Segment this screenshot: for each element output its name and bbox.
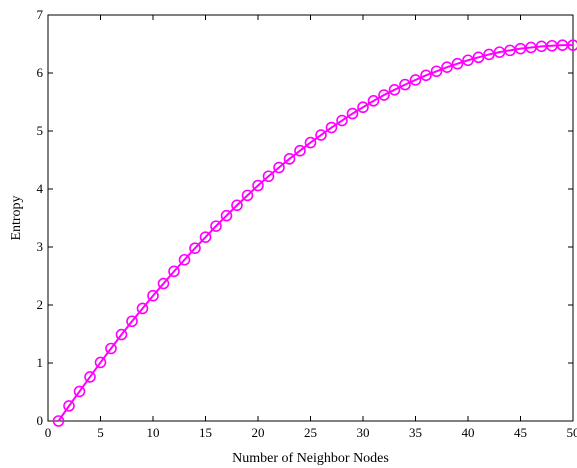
data-point-marker <box>388 84 401 96</box>
data-point-marker <box>315 129 327 141</box>
data-point-marker <box>399 78 411 91</box>
data-point-marker <box>283 153 296 165</box>
series-layer <box>52 39 577 427</box>
y-tick-label: 2 <box>37 297 44 312</box>
data-point-marker <box>472 51 485 64</box>
data-point-marker <box>231 199 243 212</box>
y-tick-label: 7 <box>37 7 44 22</box>
data-point-marker <box>567 39 577 51</box>
data-point-marker <box>336 114 348 127</box>
x-tick-label: 25 <box>304 425 317 440</box>
x-tick-label: 35 <box>409 425 422 440</box>
data-point-marker <box>105 342 117 355</box>
data-point-marker <box>451 57 464 70</box>
data-point-marker <box>84 371 96 383</box>
data-point-marker <box>147 289 159 302</box>
data-point-marker <box>220 209 233 222</box>
data-point-marker <box>294 144 306 157</box>
data-point-marker <box>378 89 390 101</box>
data-point-marker <box>367 95 380 107</box>
data-point-marker <box>52 415 65 427</box>
y-tick-label: 3 <box>37 239 44 254</box>
data-point-marker <box>73 385 86 398</box>
data-point-marker <box>357 101 369 114</box>
entropy-series-line <box>57 44 573 422</box>
y-axis: 0 1 2 3 4 5 6 7 <box>37 7 573 428</box>
x-tick-label: 30 <box>357 425 370 440</box>
data-point-marker <box>304 136 317 149</box>
data-point-marker <box>325 121 338 134</box>
x-axis: 0 5 10 15 20 25 30 35 40 45 50 <box>45 15 577 440</box>
x-tick-label: 10 <box>147 425 160 440</box>
data-point-marker <box>441 61 453 73</box>
data-point-marker <box>462 54 474 67</box>
y-axis-label: Entropy <box>9 195 24 240</box>
data-point-marker <box>126 315 138 328</box>
y-tick-label: 4 <box>37 181 44 196</box>
data-point-marker <box>94 356 107 369</box>
x-tick-label: 5 <box>97 425 104 440</box>
data-point-marker <box>157 277 170 290</box>
data-point-marker <box>420 69 432 82</box>
data-point-marker <box>136 302 149 315</box>
x-tick-label: 0 <box>45 425 52 440</box>
data-point-marker <box>115 328 128 341</box>
y-tick-label: 5 <box>37 123 44 138</box>
y-tick-label: 6 <box>37 65 44 80</box>
x-tick-label: 20 <box>252 425 265 440</box>
y-tick-label: 0 <box>37 413 44 428</box>
x-tick-label: 15 <box>199 425 212 440</box>
x-tick-label: 50 <box>567 425 577 440</box>
y-tick-label: 1 <box>37 355 44 370</box>
data-point-marker <box>262 170 275 183</box>
data-point-marker <box>409 74 422 86</box>
data-point-marker <box>430 65 443 78</box>
plot-area <box>47 14 574 422</box>
data-point-marker <box>241 189 254 202</box>
plot-border <box>47 14 574 422</box>
data-point-marker <box>210 220 222 232</box>
data-point-marker <box>63 400 75 412</box>
data-point-marker <box>273 161 285 174</box>
x-axis-label: Number of Neighbor Nodes <box>232 451 389 466</box>
data-point-marker <box>178 253 191 266</box>
data-point-marker <box>199 231 212 243</box>
x-tick-label: 40 <box>462 425 475 440</box>
data-point-marker <box>189 242 201 254</box>
x-tick-label: 45 <box>514 425 527 440</box>
data-point-marker <box>252 179 264 192</box>
data-point-marker <box>483 48 495 61</box>
data-point-marker <box>168 265 180 278</box>
data-point-marker <box>346 107 359 120</box>
